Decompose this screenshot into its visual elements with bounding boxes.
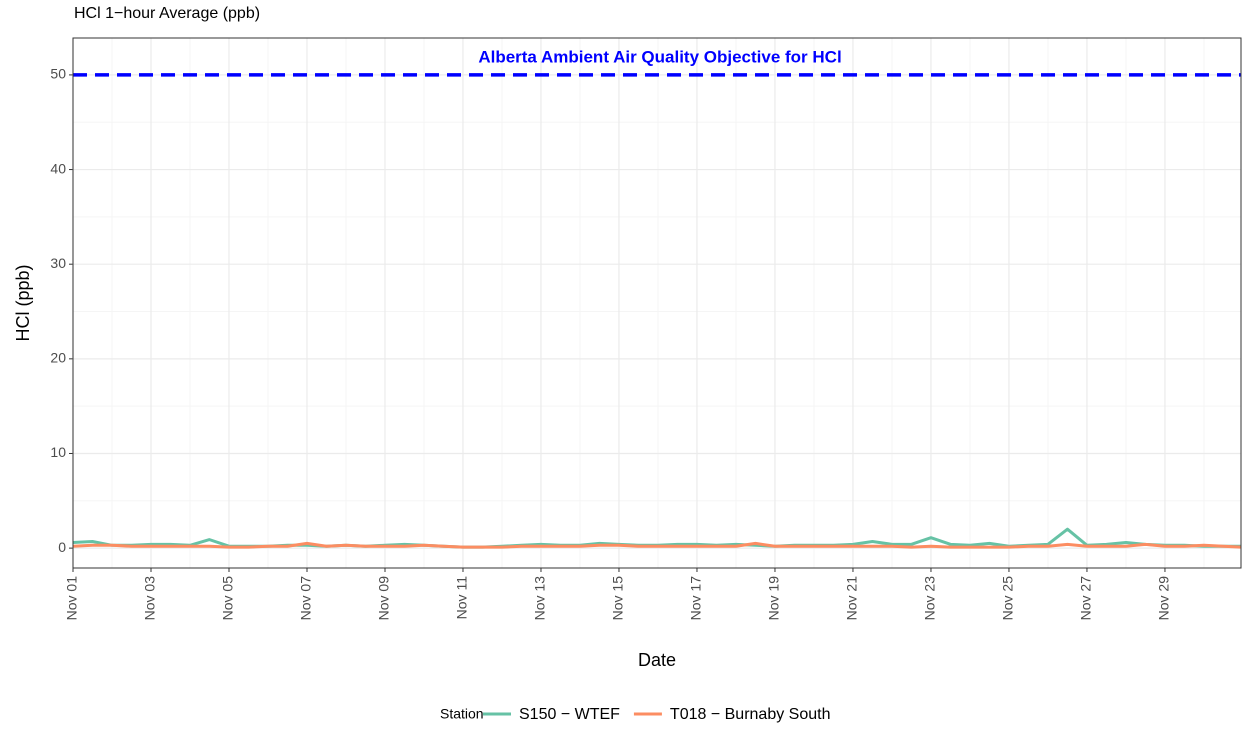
x-tick-label: Nov 23 (922, 576, 938, 621)
panel-border (72, 37, 1242, 569)
x-tick-label: Nov 05 (220, 576, 236, 621)
reference-label: Alberta Ambient Air Quality Objective fo… (478, 47, 841, 66)
y-tick-label: 10 (50, 444, 66, 460)
y-axis-label: HCl (ppb) (13, 264, 33, 341)
x-tick-label: Nov 11 (454, 576, 470, 620)
y-tick-label: 50 (50, 66, 66, 82)
chart-title: HCl 1−hour Average (ppb) (74, 5, 260, 22)
x-tick-label: Nov 19 (766, 576, 782, 621)
x-tick-label: Nov 09 (376, 576, 392, 621)
series-line (72, 541, 1242, 549)
x-tick-label: Nov 29 (1156, 576, 1172, 621)
x-tick-label: Nov 03 (142, 576, 158, 621)
legend-label: S150 − WTEF (519, 706, 620, 723)
y-tick-label: 30 (50, 255, 66, 271)
x-tick-label: Nov 07 (298, 576, 314, 621)
x-tick-label: Nov 27 (1078, 576, 1094, 621)
y-tick-label: 20 (50, 350, 66, 366)
x-tick-label: Nov 15 (610, 576, 626, 621)
x-axis-label: Date (638, 650, 676, 670)
legend-label: T018 − Burnaby South (670, 706, 831, 723)
y-tick-label: 0 (58, 539, 66, 555)
y-tick-label: 40 (50, 160, 66, 176)
x-tick-label: Nov 17 (688, 576, 704, 621)
x-tick-label: Nov 21 (844, 576, 860, 621)
x-tick-label: Nov 13 (532, 576, 548, 621)
x-tick-label: Nov 01 (64, 576, 80, 621)
x-tick-label: Nov 25 (1000, 576, 1016, 621)
legend-title: Station (440, 706, 484, 722)
